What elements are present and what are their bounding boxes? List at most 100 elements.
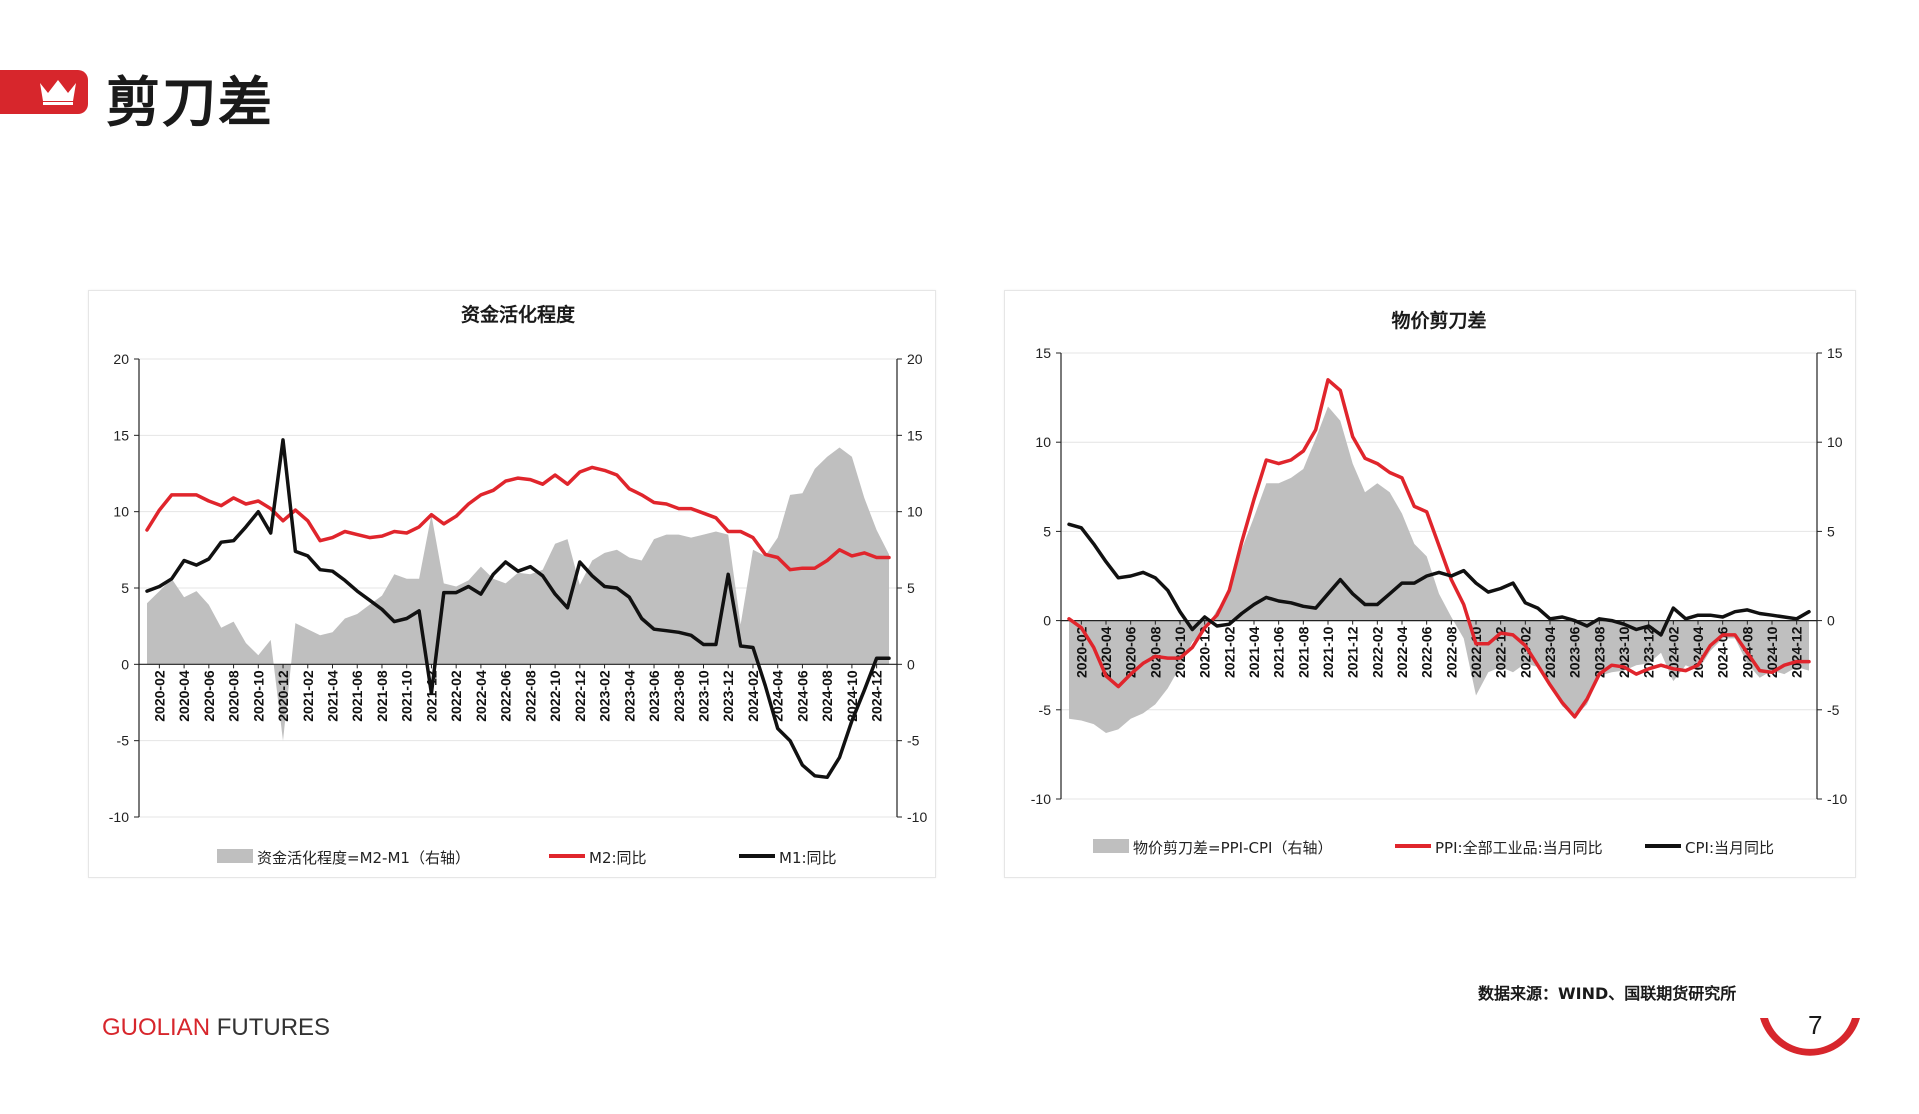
x-tick-label: 2024-12 (1789, 626, 1805, 678)
y-right-tick-label: 5 (1827, 523, 1835, 539)
x-tick-label: 2022-12 (1493, 626, 1509, 678)
x-tick-label: 2023-10 (696, 670, 712, 722)
x-tick-label: 2022-04 (473, 670, 489, 722)
y-right-tick-label: -10 (1827, 791, 1847, 807)
x-tick-label: 2022-02 (1369, 626, 1385, 678)
y-right-tick-label: 10 (1827, 434, 1843, 450)
legend-label: 物价剪刀差=PPI-CPI（右轴） (1133, 839, 1332, 857)
x-tick-label: 2020-06 (201, 670, 217, 722)
page-title: 剪刀差 (106, 71, 274, 134)
x-tick-label: 2024-02 (745, 670, 761, 722)
y-tick-label: -10 (1031, 791, 1051, 807)
x-tick-label: 2021-04 (325, 670, 341, 722)
x-tick-label: 2024-06 (794, 670, 810, 722)
chart-price-scissors: 物价剪刀差 -10 -5 0 5 10 15 -10 -5 0 5 10 15 2020-02 2020-0… (1031, 309, 1848, 857)
x-tick-label: 2024-12 (869, 670, 885, 722)
x-tick-label: 2021-12 (423, 670, 439, 722)
x-tick-label: 2023-04 (1542, 626, 1558, 678)
legend-label: M1:同比 (779, 849, 837, 867)
x-tick-label: 2021-10 (1320, 626, 1336, 678)
chart-title: 资金活化程度 (461, 303, 576, 326)
x-tick-label: 2020-10 (250, 670, 266, 722)
y-right-tick-label: 10 (907, 504, 923, 520)
x-tick-label: 2023-04 (621, 670, 637, 722)
x-tick-label: 2022-08 (522, 670, 538, 722)
legend-label: CPI:当月同比 (1685, 839, 1774, 857)
x-tick-label: 2021-02 (1221, 626, 1237, 678)
x-tick-label: 2021-08 (374, 670, 390, 722)
chart-money-activation: 资金活化程度 -10 -5 0 5 10 15 20 -10 -5 0 5 10 15 20 2020-02 2… (109, 303, 928, 867)
y-right-tick-label: -5 (1827, 702, 1840, 718)
header-badge (0, 70, 88, 114)
y-tick-label: 10 (1035, 434, 1051, 450)
corner-arc-decoration (1760, 1018, 1860, 1056)
x-tick-label: 2023-02 (1517, 626, 1533, 678)
y-tick-label: -10 (109, 809, 129, 825)
line-series (145, 465, 891, 572)
x-tick-label: 2020-08 (1147, 626, 1163, 678)
x-tick-label: 2020-02 (1073, 626, 1089, 678)
line-series (1067, 522, 1811, 637)
y-right-tick-label: 20 (907, 351, 923, 367)
x-tick-label: 2022-06 (498, 670, 514, 722)
y-right-tick-label: -10 (907, 809, 927, 825)
y-tick-label: -5 (117, 733, 130, 749)
y-tick-label: 5 (1043, 523, 1051, 539)
x-tick-label: 2022-08 (1443, 626, 1459, 678)
area-series (1069, 406, 1809, 733)
x-tick-label: 2020-12 (1197, 626, 1213, 678)
chart-title: 物价剪刀差 (1391, 309, 1486, 332)
x-tick-label: 2023-12 (720, 670, 736, 722)
y-right-tick-label: 5 (907, 580, 915, 596)
line-series (145, 438, 891, 780)
x-tick-label: 2023-02 (597, 670, 613, 722)
x-tick-label: 2023-06 (1567, 626, 1583, 678)
y-right-tick-label: -5 (907, 733, 920, 749)
y-tick-label: 20 (113, 351, 129, 367)
x-tick-label: 2024-04 (1690, 626, 1706, 678)
x-tick-label: 2022-10 (547, 670, 563, 722)
x-tick-label: 2024-10 (844, 670, 860, 722)
x-tick-label: 2020-02 (151, 670, 167, 722)
x-tick-label: 2024-02 (1665, 626, 1681, 678)
page-number: 7 (1808, 1010, 1823, 1040)
x-tick-label: 2021-12 (1345, 626, 1361, 678)
y-tick-label: 10 (113, 504, 129, 520)
y-right-tick-label: 15 (1827, 345, 1843, 361)
line-series (1067, 378, 1811, 719)
brand-part2: FUTURES (216, 1014, 331, 1041)
brand-logo: GUOLIAN FUTURES (102, 1014, 330, 1042)
x-tick-label: 2022-06 (1419, 626, 1435, 678)
x-tick-label: 2020-04 (1098, 626, 1114, 678)
legend-label: 资金活化程度=M2-M1（右轴） (257, 849, 470, 867)
brand-part1: GUOLIAN (102, 1014, 211, 1041)
y-right-tick-label: 0 (1827, 613, 1835, 629)
legend-swatch (217, 849, 253, 863)
x-tick-label: 2021-08 (1295, 626, 1311, 678)
x-tick-label: 2022-12 (572, 670, 588, 722)
y-tick-label: -5 (1039, 702, 1052, 718)
source-note: 数据来源：WIND、国联期货研究所 (1478, 984, 1737, 1003)
x-tick-label: 2020-10 (1172, 626, 1188, 678)
chart-panel-price-scissors: 物价剪刀差 -10 -5 0 5 10 15 -10 -5 0 5 10 15 2020-02 2020-0… (1004, 290, 1856, 878)
x-tick-label: 2020-06 (1123, 626, 1139, 678)
x-tick-label: 2023-06 (646, 670, 662, 722)
x-tick-label: 2023-12 (1641, 626, 1657, 678)
x-tick-label: 2023-08 (671, 670, 687, 722)
y-right-tick-label: 0 (907, 656, 915, 672)
legend-label: PPI:全部工业品:当月同比 (1435, 839, 1603, 857)
y-tick-label: 0 (121, 656, 129, 672)
x-tick-label: 2021-04 (1246, 626, 1262, 678)
x-tick-label: 2024-10 (1764, 626, 1780, 678)
x-tick-label: 2023-08 (1591, 626, 1607, 678)
chart-panel-money-activation: 资金活化程度 -10 -5 0 5 10 15 20 -10 -5 0 5 10 15 20 2020-02 2… (88, 290, 936, 878)
y-tick-label: 5 (121, 580, 129, 596)
x-tick-label: 2022-04 (1394, 626, 1410, 678)
legend-label: M2:同比 (589, 849, 647, 867)
y-tick-label: 15 (113, 427, 129, 443)
x-tick-label: 2021-02 (300, 670, 316, 722)
x-tick-label: 2021-06 (349, 670, 365, 722)
x-tick-label: 2022-02 (448, 670, 464, 722)
area-series (147, 447, 889, 741)
x-tick-label: 2021-06 (1271, 626, 1287, 678)
